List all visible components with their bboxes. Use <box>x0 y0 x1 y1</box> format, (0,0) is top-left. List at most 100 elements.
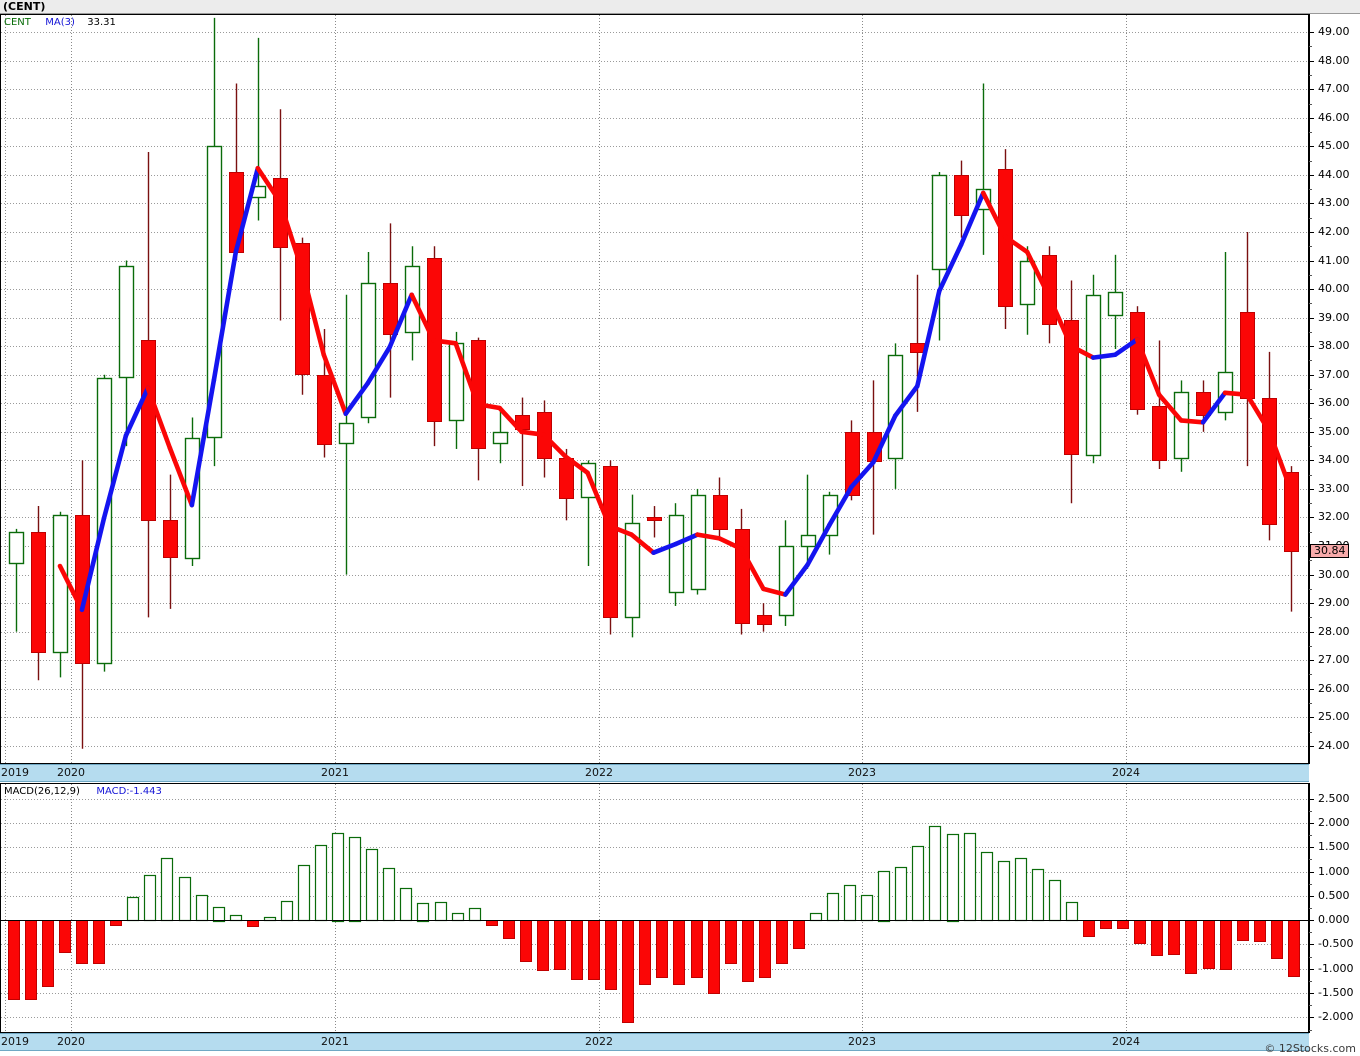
macd-axis-label: -0.500 <box>1318 937 1354 950</box>
date-axis-top-year-label: 2021 <box>321 766 349 779</box>
price-axis-minor-tick <box>1309 674 1312 675</box>
macd-axis-tick <box>1309 799 1314 800</box>
price-axis-minor-tick <box>1309 275 1312 276</box>
price-axis-tick <box>1309 689 1314 690</box>
price-axis-label: 27.00 <box>1318 653 1350 666</box>
price-chart-legend: CENT MA(3) 33.31 <box>4 17 116 28</box>
price-axis-minor-tick <box>1309 218 1312 219</box>
date-axis-bottom-year-label: 2020 <box>57 1035 85 1048</box>
macd-axis-minor-tick <box>1309 981 1312 982</box>
price-axis-minor-tick <box>1309 389 1312 390</box>
date-axis-bottom-year-label: 2024 <box>1112 1035 1140 1048</box>
price-axis-minor-tick <box>1309 104 1312 105</box>
price-axis-label: 39.00 <box>1318 311 1350 324</box>
macd-axis-minor-tick <box>1309 1030 1312 1031</box>
price-axis-minor-tick <box>1309 132 1312 133</box>
price-axis-minor-tick <box>1309 560 1312 561</box>
macd-axis-label: 2.000 <box>1318 816 1350 829</box>
macd-axis-tick <box>1309 872 1314 873</box>
price-axis-tick <box>1309 403 1314 404</box>
macd-axis-label: -1.500 <box>1318 986 1354 999</box>
price-axis-label: 28.00 <box>1318 625 1350 638</box>
price-axis-tick <box>1309 346 1314 347</box>
macd-axis-label: 0.000 <box>1318 913 1350 926</box>
price-axis-tick <box>1309 203 1314 204</box>
date-axis-bottom-year-label: 2021 <box>321 1035 349 1048</box>
price-axis-tick <box>1309 432 1314 433</box>
date-axis-bottom-year-label: 2019 <box>1 1035 29 1048</box>
window-title-bar: (CENT) <box>0 0 1360 14</box>
price-axis-label: 26.00 <box>1318 682 1350 695</box>
price-axis: 24.0025.0026.0027.0028.0029.0030.0031.00… <box>1309 14 1360 764</box>
macd-axis-tick <box>1309 993 1314 994</box>
macd-axis-tick <box>1309 920 1314 921</box>
price-axis-tick <box>1309 603 1314 604</box>
macd-chart-plot-area[interactable] <box>0 783 1309 1033</box>
price-axis-tick <box>1309 746 1314 747</box>
date-axis-top: 2019202020212022202320242025 <box>0 764 1309 782</box>
price-axis-minor-tick <box>1309 617 1312 618</box>
price-axis-tick <box>1309 460 1314 461</box>
macd-legend-label: MACD(26,12,9) <box>4 786 80 797</box>
macd-axis-label: -2.000 <box>1318 1010 1354 1023</box>
legend-symbol: CENT <box>4 17 31 28</box>
macd-axis-minor-tick <box>1309 884 1312 885</box>
price-axis-minor-tick <box>1309 189 1312 190</box>
price-axis-label: 33.00 <box>1318 482 1350 495</box>
macd-axis-minor-tick <box>1309 1005 1312 1006</box>
macd-axis-tick <box>1309 1017 1314 1018</box>
price-axis-label: 42.00 <box>1318 225 1350 238</box>
price-axis-label: 34.00 <box>1318 453 1350 466</box>
price-axis-minor-tick <box>1309 703 1312 704</box>
macd-axis-minor-tick <box>1309 835 1312 836</box>
price-axis-label: 41.00 <box>1318 254 1350 267</box>
price-axis-label: 45.00 <box>1318 139 1350 152</box>
price-axis-tick <box>1309 489 1314 490</box>
price-axis-tick <box>1309 660 1314 661</box>
price-axis-tick <box>1309 175 1314 176</box>
price-axis-label: 30.00 <box>1318 568 1350 581</box>
price-axis-tick <box>1309 517 1314 518</box>
window-title: (CENT) <box>3 0 46 13</box>
macd-axis-tick <box>1309 823 1314 824</box>
price-axis-minor-tick <box>1309 161 1312 162</box>
macd-axis-tick <box>1309 847 1314 848</box>
price-axis-label: 44.00 <box>1318 168 1350 181</box>
price-axis-minor-tick <box>1309 303 1312 304</box>
price-axis-tick <box>1309 717 1314 718</box>
macd-axis-tick <box>1309 944 1314 945</box>
macd-axis-minor-tick <box>1309 811 1312 812</box>
macd-axis-label: 2.500 <box>1318 792 1350 805</box>
macd-axis-minor-tick <box>1309 957 1312 958</box>
price-axis-label: 25.00 <box>1318 710 1350 723</box>
price-axis-label: 43.00 <box>1318 196 1350 209</box>
price-axis-label: 35.00 <box>1318 425 1350 438</box>
price-axis-label: 36.00 <box>1318 396 1350 409</box>
price-axis-minor-tick <box>1309 418 1312 419</box>
price-axis-label: 40.00 <box>1318 282 1350 295</box>
price-axis-label: 24.00 <box>1318 739 1350 752</box>
price-axis-minor-tick <box>1309 446 1312 447</box>
date-axis-bottom-year-label: 2022 <box>585 1035 613 1048</box>
macd-axis-label: 1.000 <box>1318 865 1350 878</box>
price-axis-tick <box>1309 289 1314 290</box>
price-axis-label: 49.00 <box>1318 25 1350 38</box>
last-price-badge: 30.84 <box>1310 544 1349 558</box>
date-axis-top-year-label: 2020 <box>57 766 85 779</box>
price-axis-label: 48.00 <box>1318 54 1350 67</box>
macd-axis-minor-tick <box>1309 859 1312 860</box>
price-chart-plot-area[interactable] <box>0 14 1309 764</box>
price-axis-minor-tick <box>1309 589 1312 590</box>
macd-axis-minor-tick <box>1309 908 1312 909</box>
macd-axis: 2.500 2.000 1.500 1.000 0.500 0.000 -0.500 -1.0… <box>1309 783 1360 1033</box>
price-axis-minor-tick <box>1309 75 1312 76</box>
date-axis-top-year-label: 2023 <box>848 766 876 779</box>
price-axis-tick <box>1309 118 1314 119</box>
macd-chart-legend: MACD(26,12,9) MACD:-1.443 <box>4 786 162 797</box>
price-axis-label: 46.00 <box>1318 111 1350 124</box>
macd-axis-label: 1.500 <box>1318 840 1350 853</box>
price-axis-minor-tick <box>1309 532 1312 533</box>
legend-indicator: MA(3) <box>45 17 75 28</box>
price-axis-tick <box>1309 232 1314 233</box>
